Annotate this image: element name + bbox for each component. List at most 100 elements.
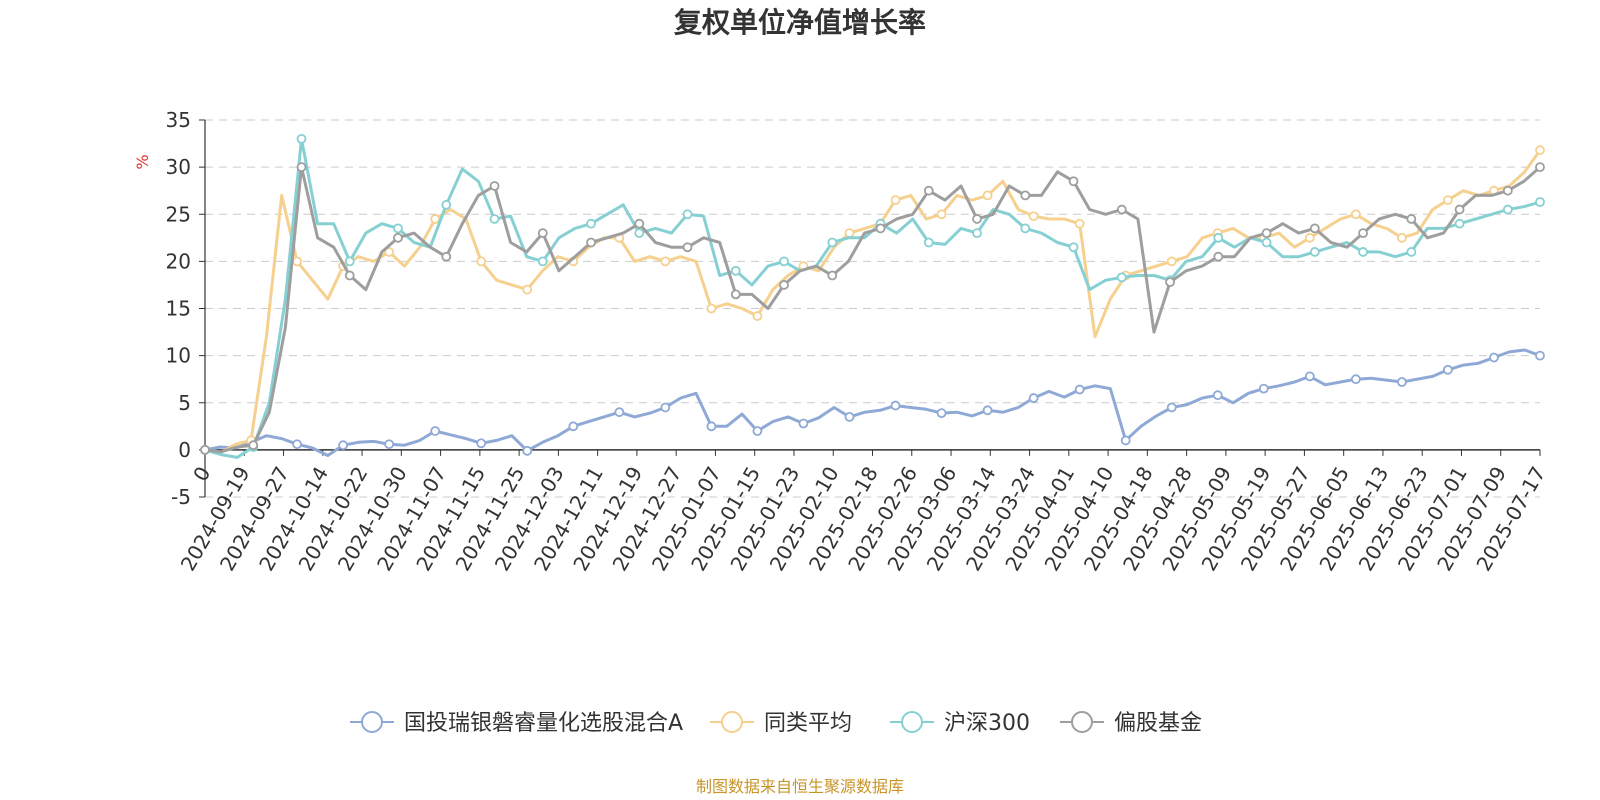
data-point (936, 209, 947, 220)
data-point (586, 237, 596, 248)
series-line (204, 165, 1541, 454)
data-point (1116, 272, 1127, 283)
data-point (827, 237, 838, 248)
legend-label: 同类平均 (764, 711, 852, 736)
data-point (844, 411, 855, 422)
data-point (441, 199, 452, 210)
grid-lines (205, 119, 1540, 498)
data-point (730, 289, 741, 300)
data-point (338, 440, 349, 451)
data-point (1350, 209, 1361, 220)
data-point (779, 280, 789, 290)
data-point (890, 195, 901, 206)
data-point (1028, 211, 1039, 222)
data-point (1116, 204, 1127, 215)
y-tick-label: 15 (166, 297, 191, 321)
series-line (204, 149, 1542, 455)
legend-item[interactable]: 偏股基金 (1060, 711, 1202, 736)
data-point (586, 218, 596, 229)
legend-item[interactable]: 同类平均 (710, 711, 852, 736)
data-point (441, 251, 452, 262)
data-point (1535, 162, 1545, 173)
data-point (522, 445, 533, 456)
data-source-note: 制图数据来自恒生聚源数据库 (696, 777, 904, 796)
data-point (1166, 256, 1177, 267)
data-point (614, 407, 625, 418)
data-point (1074, 384, 1085, 395)
data-point (1120, 435, 1131, 446)
legend-marker (721, 711, 743, 733)
data-point (752, 426, 763, 436)
data-point (430, 426, 441, 436)
data-point (489, 214, 500, 224)
data-point (1396, 232, 1407, 243)
data-point (1213, 232, 1224, 243)
y-axis-unit: % (133, 154, 152, 169)
data-point (1358, 247, 1368, 257)
data-point (682, 242, 693, 253)
legend-label: 国投瑞银磐睿量化选股混合A (404, 711, 683, 736)
data-point (296, 133, 307, 144)
data-point (344, 270, 355, 281)
data-point (522, 284, 533, 295)
data-point (972, 228, 982, 239)
data-point (660, 402, 671, 413)
data-point (537, 228, 548, 239)
legend-label: 偏股基金 (1114, 711, 1202, 736)
legend-marker (1071, 711, 1093, 733)
data-point (476, 256, 487, 267)
data-point (982, 405, 993, 416)
data-point (779, 256, 789, 267)
data-point (1502, 204, 1513, 215)
y-tick-label: 35 (166, 108, 191, 132)
data-point (393, 232, 403, 243)
series-0 (200, 348, 1545, 457)
data-point (344, 256, 355, 267)
data-point (1258, 383, 1269, 394)
data-point (1350, 374, 1361, 385)
data-point (1535, 350, 1545, 361)
data-point (1020, 190, 1031, 201)
data-point (1074, 218, 1085, 229)
y-tick-label: 5 (178, 391, 191, 415)
data-point (706, 421, 717, 432)
data-point (682, 209, 693, 220)
series-3 (200, 162, 1545, 455)
y-tick-label: -5 (171, 485, 191, 509)
data-point (1068, 242, 1079, 253)
series-1 (200, 145, 1545, 455)
data-point (798, 418, 809, 429)
data-point (1454, 218, 1465, 229)
x-tick-label: 0 (188, 462, 215, 485)
data-point (1454, 204, 1465, 215)
data-point (1443, 364, 1453, 375)
series-line (204, 348, 1541, 457)
data-point (936, 408, 947, 419)
data-point (923, 185, 934, 196)
data-point (1304, 232, 1315, 243)
y-tick-label: 30 (166, 155, 191, 179)
data-point (1309, 247, 1320, 257)
data-point (292, 439, 302, 450)
data-point (923, 237, 934, 248)
data-point (1261, 237, 1272, 248)
data-point (875, 223, 886, 234)
data-point (1396, 377, 1407, 387)
legend: 国投瑞银磐睿量化选股混合A 同类平均 沪深300 偏股基金 (350, 711, 1202, 736)
data-point (890, 400, 901, 411)
data-point (1213, 251, 1224, 262)
data-point (476, 438, 487, 449)
data-point (248, 440, 259, 451)
data-point (200, 444, 210, 455)
legend-marker (361, 711, 383, 733)
data-point (1304, 371, 1315, 382)
data-point (1443, 195, 1453, 206)
data-point (1166, 402, 1177, 413)
data-point (1406, 247, 1417, 257)
data-point (827, 270, 838, 281)
legend-item[interactable]: 沪深300 (890, 711, 1030, 736)
data-point (568, 421, 579, 432)
legend-item[interactable]: 国投瑞银磐睿量化选股混合A (350, 711, 683, 736)
data-point (1489, 352, 1499, 363)
